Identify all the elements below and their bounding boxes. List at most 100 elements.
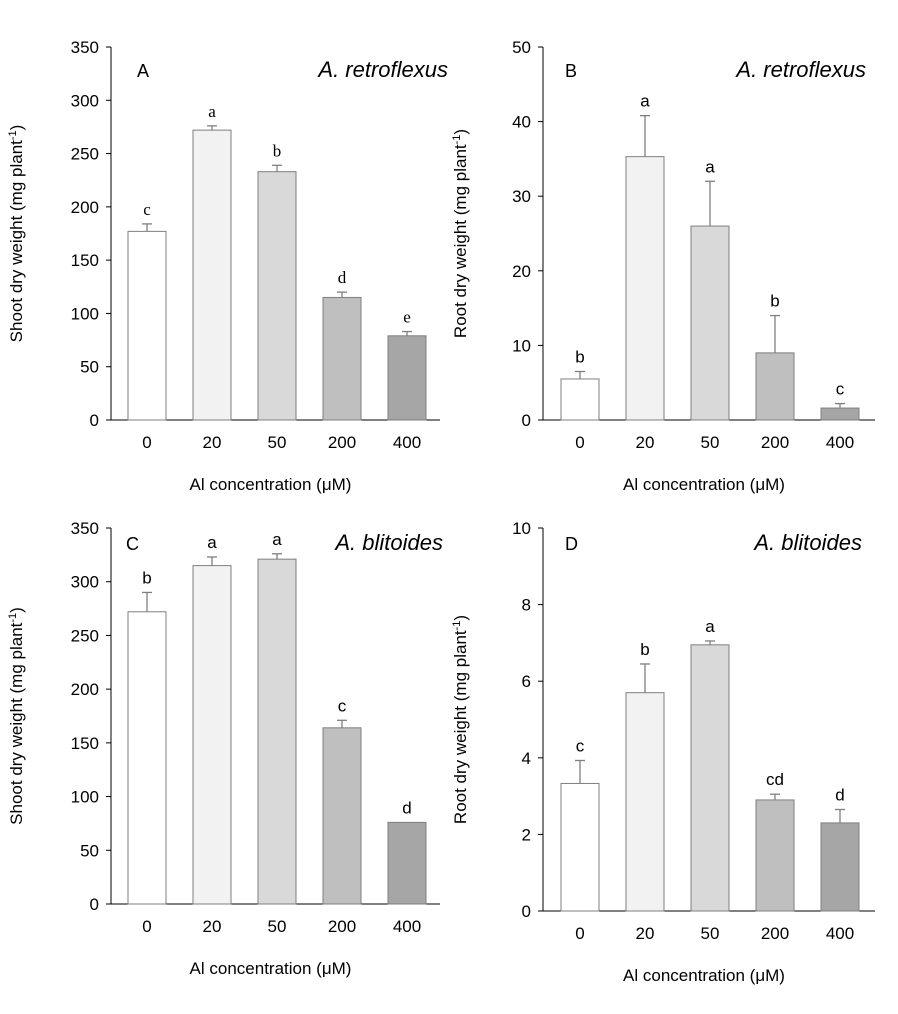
significance-letter: c	[338, 696, 347, 715]
y-tick-label: 2	[522, 825, 531, 844]
bar	[322, 727, 362, 905]
y-tick-label: 4	[522, 749, 531, 768]
significance-letter: c	[576, 736, 585, 755]
y-tick-label: 150	[71, 251, 99, 270]
x-tick-label: 0	[575, 924, 584, 943]
chart-panel-d: 0 2 4 6 8 10 c 0 b 20 a 50 cd 200 d 400 Al concentration…	[451, 519, 875, 985]
bar	[625, 692, 665, 912]
y-tick-label: 150	[71, 734, 99, 753]
x-tick-label: 50	[701, 433, 720, 452]
bar	[387, 335, 427, 421]
y-tick-label: 300	[71, 573, 99, 592]
x-tick-label: 0	[575, 433, 584, 452]
panel-letter: D	[565, 534, 578, 554]
x-tick-label: 400	[826, 924, 854, 943]
bar	[257, 558, 297, 905]
bar	[192, 129, 232, 421]
y-tick-label: 40	[512, 113, 531, 132]
x-tick-label: 400	[393, 917, 421, 936]
y-tick-label: 100	[71, 788, 99, 807]
x-tick-label: 20	[203, 433, 222, 452]
x-tick-label: 20	[203, 917, 222, 936]
x-tick-label: 20	[636, 433, 655, 452]
significance-letter: c	[143, 200, 151, 219]
bar	[820, 822, 860, 912]
y-tick-label: 10	[512, 336, 531, 355]
panel-letter: C	[126, 534, 139, 554]
y-axis-label: Root dry weight (mg plant-1)	[451, 615, 470, 824]
y-tick-label: 250	[71, 145, 99, 164]
x-tick-label: 400	[393, 433, 421, 452]
y-tick-label: 50	[80, 841, 99, 860]
x-tick-label: 20	[636, 924, 655, 943]
bar	[690, 644, 730, 912]
chart-panel-b: 0 10 20 30 40 50 b 0 a 20 a 50 b 200 c 400 Al concentrat…	[451, 38, 875, 494]
significance-letter: a	[705, 157, 715, 176]
significance-letter: cd	[766, 770, 784, 789]
x-axis-label: Al concentration (μM)	[190, 959, 352, 978]
bar	[192, 565, 232, 905]
species-title: A. blitoides	[333, 530, 443, 555]
y-tick-label: 50	[512, 38, 531, 57]
chart-panel-a: 0 50 100 150 200 250 300 350 c 0 a 20 b 50 d 200 e 400 Al …	[7, 38, 448, 494]
y-tick-label: 0	[90, 895, 99, 914]
significance-letter: a	[272, 530, 282, 549]
significance-letter: b	[640, 640, 649, 659]
y-tick-label: 200	[71, 198, 99, 217]
significance-letter: d	[402, 798, 411, 817]
bar	[755, 799, 795, 912]
x-tick-label: 50	[268, 433, 287, 452]
significance-letter: b	[142, 568, 151, 587]
significance-letter: b	[770, 292, 779, 311]
x-tick-label: 50	[701, 924, 720, 943]
y-tick-label: 30	[512, 187, 531, 206]
x-tick-label: 200	[761, 924, 789, 943]
y-tick-label: 10	[512, 519, 531, 538]
y-tick-label: 350	[71, 38, 99, 57]
panel-letter: A	[137, 61, 149, 81]
y-axis-label: Shoot dry weight (mg plant-1)	[7, 125, 26, 343]
bar	[387, 821, 427, 905]
panel-letter: B	[565, 61, 577, 81]
y-tick-label: 6	[522, 672, 531, 691]
significance-letter: c	[836, 380, 845, 399]
species-title: A. blitoides	[752, 530, 862, 555]
y-axis-label: Shoot dry weight (mg plant-1)	[7, 607, 26, 825]
significance-letter: a	[208, 102, 216, 121]
x-tick-label: 200	[328, 433, 356, 452]
y-axis-label: Root dry weight (mg plant-1)	[451, 129, 470, 338]
x-tick-label: 200	[328, 917, 356, 936]
significance-letter: a	[705, 617, 715, 636]
y-tick-label: 0	[522, 902, 531, 921]
significance-letter: d	[338, 268, 347, 287]
y-tick-label: 200	[71, 680, 99, 699]
bar	[820, 407, 860, 421]
species-title: A. retroflexus	[734, 57, 866, 82]
significance-letter: b	[575, 348, 584, 367]
x-axis-label: Al concentration (μM)	[190, 475, 352, 494]
bar	[560, 378, 600, 421]
bar	[625, 156, 665, 421]
y-tick-label: 300	[71, 91, 99, 110]
x-tick-label: 0	[142, 433, 151, 452]
x-tick-label: 50	[268, 917, 287, 936]
x-tick-label: 200	[761, 433, 789, 452]
bar	[257, 171, 297, 421]
bar	[127, 611, 167, 905]
significance-letter: a	[640, 92, 650, 111]
y-tick-label: 8	[522, 596, 531, 615]
x-axis-label: Al concentration (μM)	[623, 475, 785, 494]
x-tick-label: 0	[142, 917, 151, 936]
chart-panel-c: 0 50 100 150 200 250 300 350 b 0 a 20 a 50 c 200 d 400 Al …	[7, 519, 443, 978]
x-tick-label: 400	[826, 433, 854, 452]
bar	[127, 230, 167, 421]
y-tick-label: 250	[71, 626, 99, 645]
significance-letter: e	[403, 308, 411, 327]
bar	[755, 352, 795, 421]
species-title: A. retroflexus	[316, 57, 448, 82]
y-tick-label: 0	[90, 411, 99, 430]
y-tick-label: 50	[80, 358, 99, 377]
x-axis-label: Al concentration (μM)	[623, 966, 785, 985]
